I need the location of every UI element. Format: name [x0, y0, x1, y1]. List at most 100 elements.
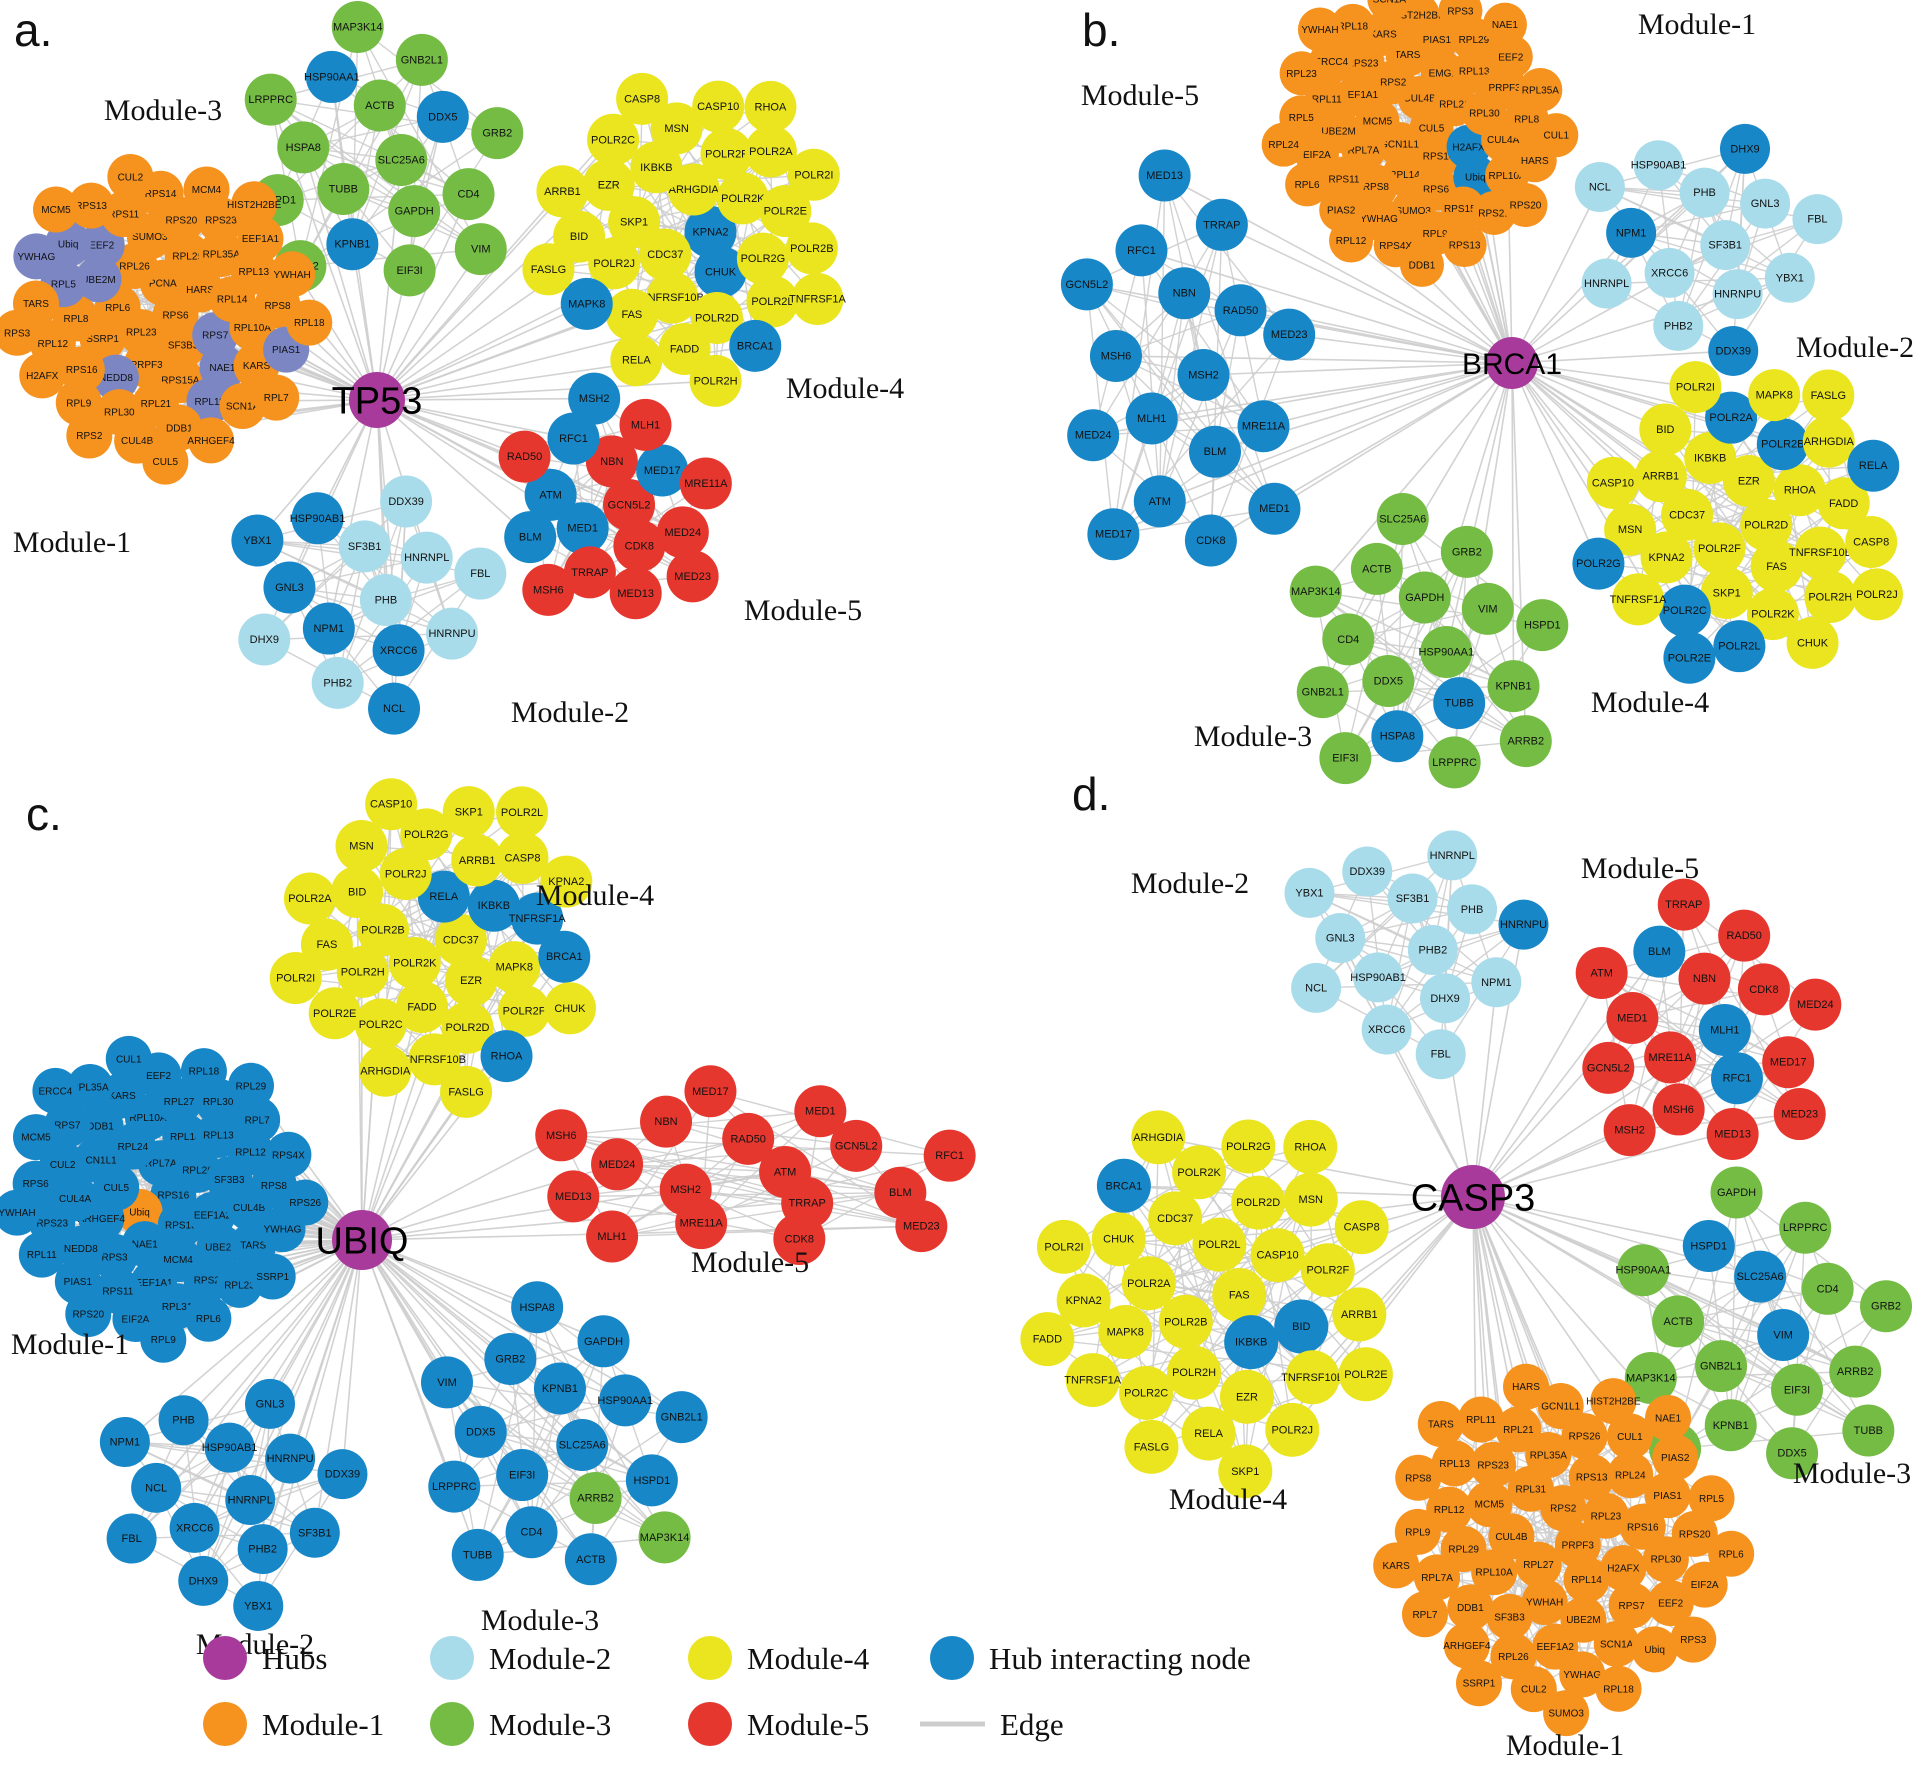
module-label-d-module-1: Module-1 — [1506, 1729, 1624, 1762]
node-CUL2 — [1510, 1666, 1557, 1713]
legend-swatch-module4 — [688, 1636, 732, 1680]
legend-label-module4: Module-4 — [747, 1641, 870, 1676]
node-POLR2J — [588, 237, 641, 290]
node-MRE11A — [1237, 400, 1290, 453]
node-SSRP1 — [1455, 1660, 1502, 1707]
node-RPS23 — [1470, 1441, 1517, 1488]
hub-label: BRCA1 — [1462, 348, 1562, 381]
node-POLR2A — [283, 872, 336, 925]
node-PHB2 — [1407, 925, 1458, 975]
node-RPS16 — [1619, 1503, 1666, 1550]
node-GNB2L1 — [1296, 666, 1349, 719]
node-EIF3I — [496, 1449, 549, 1502]
node-ARHGDIA — [667, 163, 720, 216]
panel-letter-a: a. — [14, 4, 52, 56]
node-POLR2A — [1121, 1256, 1176, 1311]
node-MSH6 — [1652, 1083, 1705, 1136]
node-FADD — [396, 980, 449, 1033]
node-TNFRSF1A — [791, 272, 844, 325]
node-DDB1 — [1447, 1584, 1494, 1631]
node-EMG1 — [1420, 50, 1465, 95]
node-HSP90AB1 — [204, 1422, 255, 1473]
node-CHUK — [1786, 616, 1839, 669]
node-GNB2L1 — [395, 33, 448, 86]
node-LRPPRC — [244, 73, 297, 126]
node-MCM5 — [12, 1114, 59, 1161]
module-label-c-module-1: Module-1 — [11, 1328, 129, 1361]
panel-c: CDC37POLR2KRELAEZRPOLR2BIKBKBFADDPOLR2JM… — [0, 778, 976, 1661]
node-RPL29 — [164, 232, 211, 279]
node-RPS3 — [0, 309, 41, 356]
node-FASLG — [1124, 1419, 1179, 1474]
legend-label-hub: Hubs — [262, 1641, 327, 1676]
node-MAPK8 — [560, 277, 613, 330]
node-POLR2L — [496, 786, 549, 839]
node-HSPD1 — [1682, 1219, 1735, 1272]
node-ARRB2 — [1499, 715, 1552, 768]
panel-letter-b: b. — [1082, 4, 1120, 56]
node-GAPDH — [1398, 571, 1451, 624]
node-TUBB — [1842, 1404, 1895, 1457]
panel-letter-d: d. — [1072, 768, 1110, 820]
node-YBX1 — [233, 1580, 284, 1631]
node-POLR2I — [1669, 361, 1722, 414]
node-NBN — [640, 1095, 693, 1148]
node-RPL29 — [227, 1062, 274, 1109]
node-RAD50 — [1214, 284, 1267, 337]
node-NBN — [585, 435, 638, 488]
module-label-c-module-5: Module-5 — [691, 1246, 809, 1279]
node-YWHAG — [13, 233, 60, 280]
node-MED17 — [684, 1065, 737, 1118]
node-EEF1A1 — [237, 215, 284, 262]
legend-label-module2: Module-2 — [489, 1641, 611, 1676]
node-MSH6 — [535, 1109, 588, 1162]
node-CASP8 — [1845, 515, 1898, 568]
node-FBL — [1792, 194, 1843, 245]
node-EIF3I — [1770, 1363, 1823, 1416]
node-RPL6 — [1285, 162, 1330, 207]
node-MSH2 — [1603, 1104, 1656, 1157]
node-ARHGDIA — [1802, 415, 1855, 468]
node-TNFRSF1A — [1065, 1353, 1120, 1408]
node-ATM — [1133, 475, 1186, 528]
node-RAD50 — [498, 430, 551, 483]
node-GNB2L1 — [655, 1391, 708, 1444]
node-HSP90AB1 — [291, 492, 344, 545]
node-ATM — [1575, 947, 1628, 1000]
node-RFC1 — [1710, 1052, 1763, 1105]
node-RPL18 — [180, 1048, 227, 1095]
node-CHUK — [694, 245, 747, 298]
node-POLR2D — [1231, 1175, 1286, 1230]
node-HNRNPL — [400, 531, 453, 584]
module-label-b-module-3: Module-3 — [1194, 720, 1312, 753]
node-POLR2L — [1713, 620, 1766, 673]
legend-swatch-module5 — [688, 1702, 732, 1746]
hub-node-UBIQ — [332, 1210, 392, 1270]
node-MED24 — [591, 1138, 644, 1191]
node-Ubiq — [1631, 1626, 1678, 1673]
node-NAE1 — [1645, 1395, 1692, 1442]
node-GNB2L1 — [1695, 1340, 1748, 1393]
node-HSP90AB1 — [1353, 952, 1404, 1003]
node-PHB — [158, 1395, 209, 1446]
node-RELA — [1181, 1406, 1236, 1461]
node-POLR2K — [1172, 1145, 1227, 1200]
node-SKP1 — [608, 196, 661, 249]
node-CASP10 — [692, 80, 745, 133]
node-NPM1 — [99, 1416, 150, 1467]
node-POLR2I — [269, 952, 322, 1005]
node-POLR2K — [716, 172, 769, 225]
node-KPNB1 — [1487, 660, 1540, 713]
node-EZR — [1219, 1369, 1274, 1424]
hub-label: UBIQ — [316, 1221, 409, 1263]
node-POLR2D — [1740, 499, 1793, 551]
panel-d: PHB2HSP90AB1SF3B1DHX9GNL3PHBXRCC6DDX39NP… — [1020, 768, 1913, 1762]
node-FADD — [658, 323, 711, 376]
node-MED24 — [1067, 409, 1120, 462]
node-CASP8 — [616, 72, 669, 125]
node-CUL1 — [105, 1035, 152, 1082]
node-ARHGEF4 — [188, 417, 235, 464]
node-HSP90AA1 — [599, 1374, 652, 1427]
node-NPM1 — [302, 602, 355, 655]
module-label-a-module-1: Module-1 — [13, 526, 131, 559]
